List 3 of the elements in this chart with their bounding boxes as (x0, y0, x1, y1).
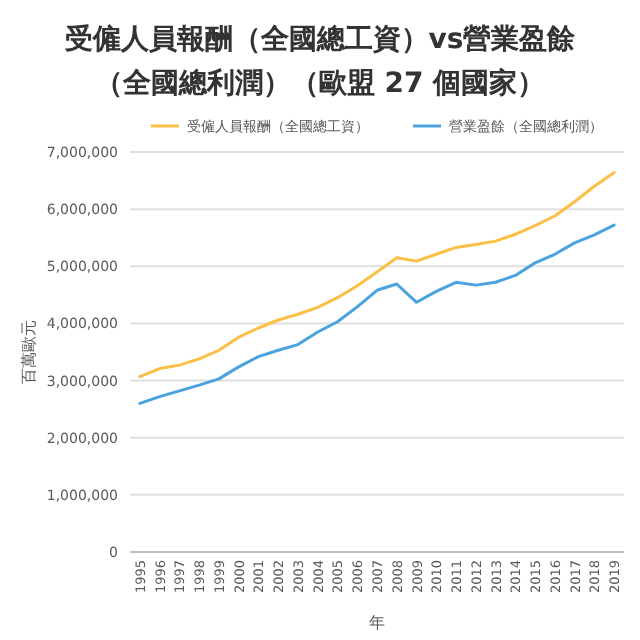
x-axis-title: 年 (369, 614, 385, 632)
y-axis-title: 百萬歐元 (20, 320, 38, 384)
chart-title: 受僱人員報酬（全國總工資）vs營業盈餘（全國總利潤）（歐盟 27 個國家） (62, 24, 578, 100)
